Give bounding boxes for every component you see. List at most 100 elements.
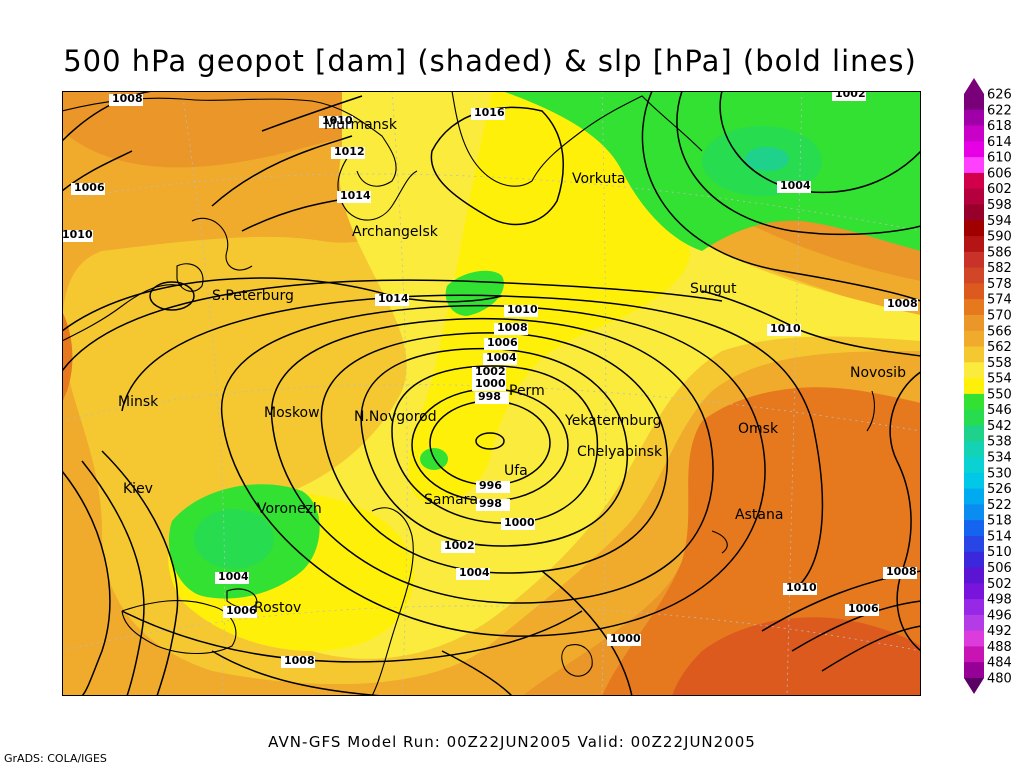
legend-swatch — [964, 441, 984, 458]
legend-swatch — [964, 172, 984, 190]
legend-label: 492 — [987, 624, 1012, 639]
legend-label: 526 — [987, 482, 1012, 497]
legend-label: 542 — [987, 419, 1012, 434]
legend-swatch — [964, 567, 984, 584]
legend-swatch — [964, 662, 984, 679]
map-title: 500 hPa geopot [dam] (shaded) & slp [hPa… — [63, 44, 917, 78]
legend-swatch — [964, 314, 984, 332]
isobar-label: 1006 — [848, 602, 879, 615]
isobar-1010-north — [261, 95, 363, 132]
legend-swatch — [964, 330, 984, 348]
shade-teal-core — [745, 147, 789, 171]
city-label: Voronezh — [257, 501, 322, 517]
city-label: Omsk — [738, 421, 779, 437]
city-label: Surgut — [690, 281, 737, 297]
isobar-1012-north — [211, 135, 353, 207]
legend-label: 626 — [987, 88, 1012, 103]
isobar-1004-se — [821, 625, 921, 672]
legend-label: 538 — [987, 435, 1012, 450]
legend-swatch — [964, 583, 984, 600]
legend-swatch — [964, 109, 984, 127]
legend-swatch — [964, 425, 984, 442]
city-label: Minsk — [118, 394, 159, 410]
legend-swatch — [964, 630, 984, 647]
isobar-1006-ne — [676, 91, 921, 236]
isobar-1006-se — [791, 600, 921, 652]
legend-label: 498 — [987, 593, 1012, 608]
city-label: Murmansk — [324, 117, 398, 133]
legend-label: 510 — [987, 545, 1012, 560]
legend-swatch — [964, 362, 984, 379]
legend-swatch — [964, 520, 984, 537]
city-label: Perm — [509, 383, 545, 399]
coast-karelia — [191, 217, 253, 271]
legend-label: 594 — [987, 214, 1012, 229]
isobar-label: 1012 — [334, 145, 365, 158]
isobar-label: 1004 — [780, 179, 811, 192]
isobar-1008-ne — [641, 91, 921, 302]
legend-label: 518 — [987, 514, 1012, 529]
isobar-1008 — [221, 304, 766, 637]
legend-label: 496 — [987, 608, 1012, 623]
legend-swatch — [964, 299, 984, 316]
isobar-sw-1 — [62, 470, 111, 696]
city-label: Vorkuta — [572, 171, 625, 187]
isobar-label: 1010 — [770, 322, 801, 335]
legend-label: 622 — [987, 103, 1012, 118]
legend-label: 574 — [987, 293, 1012, 308]
isobar-label: 998 — [479, 497, 502, 510]
isobar-label: 1000 — [504, 516, 535, 529]
coastlines — [62, 91, 876, 696]
city-label: N.Novgorod — [354, 409, 437, 425]
legend-bottom-arrow — [964, 678, 984, 694]
coast-balkhash — [711, 530, 728, 554]
isobar-1010-e — [701, 290, 921, 357]
isobar-1006-nw — [62, 150, 133, 192]
grads-credit: GrADS: COLA/IGES — [4, 752, 107, 765]
isobar-label: 1010 — [507, 303, 538, 316]
legend-label: 488 — [987, 640, 1012, 655]
isobar-label: 1014 — [378, 292, 409, 305]
color-legend: 6266226186146106066025985945905865825785… — [964, 78, 1012, 694]
legend-swatch — [964, 551, 984, 569]
legend-label: 614 — [987, 135, 1012, 150]
coast-yamal — [531, 95, 703, 182]
isobar-label: 1008 — [284, 654, 315, 667]
isobar-1014 — [62, 277, 503, 332]
model-run-footer: AVN-GFS Model Run: 00Z22JUN2005 Valid: 0… — [268, 733, 756, 751]
legend-swatch — [964, 599, 984, 616]
isobar-1004 — [320, 332, 669, 574]
city-label: Ufa — [504, 463, 528, 479]
isobar-west-loop — [149, 281, 195, 311]
coast-azov — [226, 588, 258, 609]
legend-label: 562 — [987, 340, 1012, 355]
isobar-sw-3 — [101, 450, 179, 696]
coast-novaya-zemlya — [451, 91, 533, 187]
isobar-label: 1006 — [226, 604, 257, 617]
isobar-1002 — [360, 347, 629, 547]
legend-swatch — [964, 125, 984, 142]
legend-swatch — [964, 346, 984, 363]
legend-swatch — [964, 251, 984, 269]
isobar-label: 1008 — [886, 565, 917, 578]
isobar-label: 1002 — [444, 539, 475, 552]
legend-label: 610 — [987, 151, 1012, 166]
isobar-label: 1010 — [786, 581, 817, 594]
city-label: Chelyabinsk — [577, 444, 663, 460]
isobar-1008-south — [121, 610, 583, 663]
isobar-1012 — [62, 279, 723, 372]
legend-swatch — [964, 535, 984, 553]
isobar-s-1 — [211, 650, 383, 696]
legend-label: 484 — [987, 656, 1012, 671]
legend-top-arrow — [964, 78, 984, 94]
city-label: S.Peterburg — [212, 288, 294, 304]
isobar-label: 1008 — [112, 92, 143, 105]
legend-label: 598 — [987, 198, 1012, 213]
legend-label: 570 — [987, 308, 1012, 323]
isobar-label: 1006 — [487, 336, 518, 349]
isobar-label: 1010 — [322, 114, 353, 127]
coast-baikal-edge — [866, 390, 876, 432]
isobar-1006 — [271, 317, 714, 604]
legend-label: 590 — [987, 230, 1012, 245]
isobar-1000-south — [541, 570, 633, 696]
